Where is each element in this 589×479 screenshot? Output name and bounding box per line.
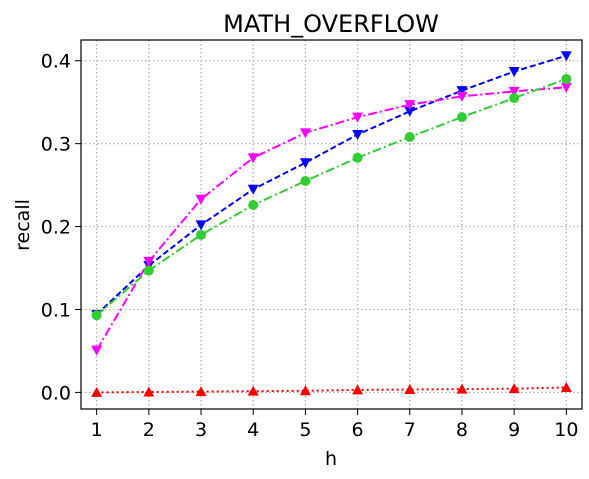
data-point bbox=[91, 386, 103, 397]
chart-title: MATH_OVERFLOW bbox=[223, 10, 439, 38]
x-tick-label: 6 bbox=[352, 419, 364, 441]
data-point bbox=[560, 51, 572, 62]
x-tick-label: 7 bbox=[404, 419, 416, 441]
data-point bbox=[299, 128, 311, 139]
y-tick-label: 0.4 bbox=[41, 51, 71, 73]
data-point bbox=[195, 386, 207, 397]
data-point bbox=[352, 152, 363, 163]
x-tick-label: 1 bbox=[91, 419, 103, 441]
data-point bbox=[456, 91, 468, 102]
data-point bbox=[143, 265, 154, 276]
data-point bbox=[91, 310, 102, 321]
x-tick-label: 3 bbox=[195, 419, 207, 441]
data-point bbox=[456, 112, 467, 123]
y-axis-title: recall bbox=[12, 199, 34, 251]
data-point bbox=[247, 385, 259, 396]
data-point bbox=[508, 86, 520, 97]
data-point bbox=[247, 153, 259, 164]
data-point bbox=[196, 229, 207, 240]
data-point bbox=[404, 132, 415, 143]
plot-frame bbox=[80, 39, 583, 410]
x-tick-label: 10 bbox=[554, 419, 578, 441]
series-line bbox=[95, 86, 567, 351]
grid bbox=[81, 40, 582, 409]
data-point bbox=[299, 385, 311, 396]
data-point bbox=[299, 158, 311, 169]
data-point bbox=[560, 82, 572, 93]
series-line bbox=[95, 54, 567, 316]
data-point bbox=[561, 73, 572, 84]
data-point bbox=[404, 100, 416, 111]
data-point bbox=[508, 383, 520, 394]
x-axis-title: h bbox=[325, 448, 337, 470]
series-line bbox=[96, 78, 567, 317]
data-point bbox=[352, 112, 364, 123]
data-point bbox=[91, 345, 103, 356]
data-point bbox=[509, 93, 520, 104]
data-point bbox=[456, 86, 468, 97]
data-point bbox=[404, 384, 416, 395]
x-tick-label: 9 bbox=[508, 419, 520, 441]
data-point bbox=[456, 383, 468, 394]
x-tick-label: 8 bbox=[456, 419, 468, 441]
series-2 bbox=[91, 82, 572, 356]
series-layer bbox=[91, 51, 572, 397]
data-point bbox=[247, 184, 259, 195]
data-point bbox=[300, 175, 311, 186]
series-line bbox=[96, 386, 567, 394]
data-point bbox=[508, 67, 520, 78]
x-tick-label: 4 bbox=[247, 419, 259, 441]
data-point bbox=[195, 194, 207, 205]
data-point bbox=[143, 256, 155, 267]
x-tick-label: 5 bbox=[299, 419, 311, 441]
data-point bbox=[352, 130, 364, 141]
data-point bbox=[143, 386, 155, 397]
y-tick-label: 0.1 bbox=[41, 299, 71, 321]
y-tick-label: 0.0 bbox=[41, 382, 71, 404]
data-point bbox=[560, 381, 572, 392]
data-point bbox=[404, 106, 416, 117]
x-tick-label: 2 bbox=[143, 419, 155, 441]
data-point bbox=[352, 384, 364, 395]
series-3 bbox=[91, 73, 572, 321]
data-point bbox=[195, 220, 207, 231]
data-point bbox=[248, 200, 259, 211]
axes: 1 2 3 4 5 6 7 8 9 10 0.0 0.1 0.2 0.3 0.4 bbox=[41, 51, 579, 441]
series-4 bbox=[91, 381, 572, 397]
series-1 bbox=[91, 51, 572, 320]
y-tick-label: 0.2 bbox=[41, 217, 71, 239]
y-tick-label: 0.3 bbox=[41, 134, 71, 156]
